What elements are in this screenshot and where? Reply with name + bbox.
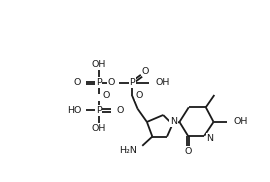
Text: P: P [129, 78, 135, 87]
Text: O: O [117, 106, 124, 115]
Text: O: O [135, 91, 143, 100]
Text: OH: OH [92, 124, 106, 133]
Text: O: O [142, 67, 149, 76]
Text: OH: OH [234, 117, 248, 126]
Text: O: O [184, 147, 192, 156]
Text: OH: OH [92, 60, 106, 70]
Text: OH: OH [156, 78, 170, 87]
Text: N: N [207, 134, 214, 143]
Text: O: O [74, 78, 81, 87]
Text: HO: HO [67, 106, 81, 115]
Text: H₂N: H₂N [119, 146, 137, 155]
Text: N: N [170, 117, 177, 126]
Text: P: P [96, 106, 102, 115]
Text: P: P [96, 78, 102, 87]
Text: O: O [103, 91, 110, 100]
Text: O: O [108, 78, 115, 87]
